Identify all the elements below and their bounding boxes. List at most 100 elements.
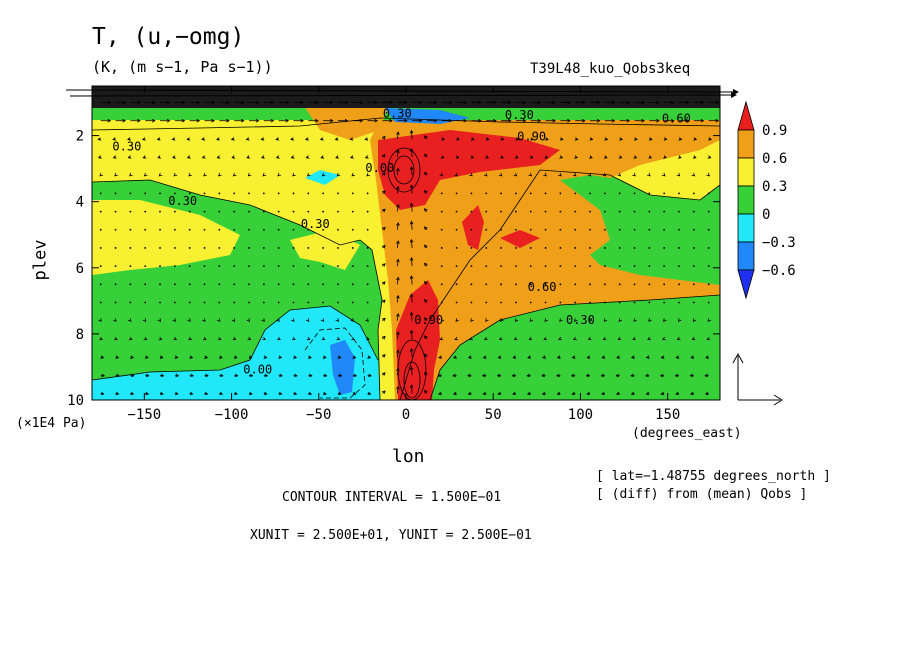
vector-dot: [648, 228, 651, 231]
vector-head: [634, 137, 638, 141]
vector-dot: [129, 283, 132, 286]
vector-head: [632, 172, 636, 177]
vector-head: [245, 137, 250, 141]
vector-head: [115, 355, 120, 359]
vector-dot: [159, 247, 161, 249]
vector-head: [455, 318, 459, 322]
vector-head: [715, 118, 720, 123]
vector-head: [454, 336, 459, 341]
vector-head: [500, 137, 505, 141]
contour-lines: [92, 117, 720, 400]
vector-head: [246, 155, 251, 159]
vector-dot: [144, 210, 147, 213]
vector-head: [219, 373, 224, 378]
vector-dot: [663, 192, 666, 195]
vector-head: [306, 336, 311, 341]
vector-head: [367, 355, 372, 359]
vector-head: [404, 118, 408, 123]
vector-head: [543, 172, 547, 177]
contour-label: 0.60: [528, 280, 557, 294]
vector-dot: [203, 192, 206, 195]
vector-head: [329, 118, 334, 123]
vector-head: [632, 336, 637, 341]
vector-head: [556, 355, 561, 359]
vector-head: [641, 100, 645, 105]
colorbar-top-arrow: [737, 100, 755, 131]
vector-dot: [292, 301, 295, 304]
vector-head: [113, 336, 118, 341]
vector-head: [585, 373, 590, 378]
vector-head: [559, 137, 564, 141]
vector-dot: [515, 228, 517, 231]
colorbar-label: 0.6: [762, 151, 787, 167]
vector-head: [528, 172, 533, 177]
reference-vector: [732, 352, 783, 406]
vector-head: [122, 100, 126, 105]
vector-head: [439, 172, 444, 177]
vector-dot: [99, 265, 102, 268]
vector-head: [151, 100, 156, 105]
contour-label: 0.30: [301, 217, 330, 231]
y-tick-label: 10: [67, 393, 84, 409]
vector-dot: [678, 192, 680, 195]
vector-head: [589, 155, 593, 159]
vector-dot: [307, 228, 310, 231]
vector-head: [485, 155, 490, 159]
vector-dot: [277, 210, 280, 213]
vector-dot: [678, 265, 680, 268]
vector-head: [278, 391, 283, 396]
vector-head: [382, 281, 386, 285]
vector-head: [142, 155, 147, 159]
vector-dot: [603, 283, 606, 286]
vector-dot: [500, 283, 502, 286]
vector-dot: [603, 192, 606, 195]
latitude-info: [ lat=−1.48755 degrees_north ]: [596, 469, 831, 484]
vector-head: [351, 336, 356, 341]
vector-head: [338, 373, 343, 378]
vector-dot: [485, 265, 488, 268]
vector-dot: [707, 192, 710, 195]
vector-head: [424, 317, 428, 321]
vector-dot: [218, 301, 221, 304]
vector-head: [315, 118, 319, 123]
vector-head: [587, 172, 592, 177]
vector-head: [498, 336, 503, 341]
vector-head: [558, 172, 562, 177]
vector-dot: [129, 265, 132, 268]
vector-head: [292, 172, 296, 177]
vector-arrow: [396, 313, 399, 321]
vector-dot: [707, 283, 710, 286]
vector-head: [409, 329, 414, 334]
vector-head: [648, 318, 652, 322]
vector-dot: [678, 210, 680, 213]
vector-dot: [203, 228, 206, 231]
vector-dot: [233, 247, 236, 249]
vector-head: [240, 100, 245, 105]
vector-head: [482, 355, 487, 359]
vector-dot: [455, 210, 458, 213]
vector-head: [424, 371, 428, 376]
vector-dot: [529, 210, 532, 213]
vector-dot: [603, 210, 606, 213]
chart-title: T, (u,−omg): [92, 24, 245, 50]
vector-dot: [515, 192, 517, 195]
y-axis-unit: (×1E4 Pa): [16, 416, 87, 431]
vector-head: [618, 318, 623, 322]
vector-dot: [144, 301, 147, 304]
vector-dot: [559, 228, 562, 231]
vector-head: [648, 137, 653, 141]
vector-dot: [173, 247, 176, 249]
vector-dot: [173, 301, 176, 304]
vector-head: [660, 355, 665, 359]
vector-dot: [337, 210, 339, 213]
vector-head: [440, 318, 445, 322]
contour-label: 0.30: [505, 108, 534, 122]
vector-head: [305, 318, 310, 322]
vector-head: [382, 299, 386, 304]
vector-dot: [618, 247, 621, 249]
vector-head: [389, 118, 393, 123]
colorbar-swatch: [737, 129, 755, 159]
y-tick-label: 4: [76, 195, 84, 211]
vector-head: [481, 373, 486, 378]
vector-head: [128, 336, 133, 341]
